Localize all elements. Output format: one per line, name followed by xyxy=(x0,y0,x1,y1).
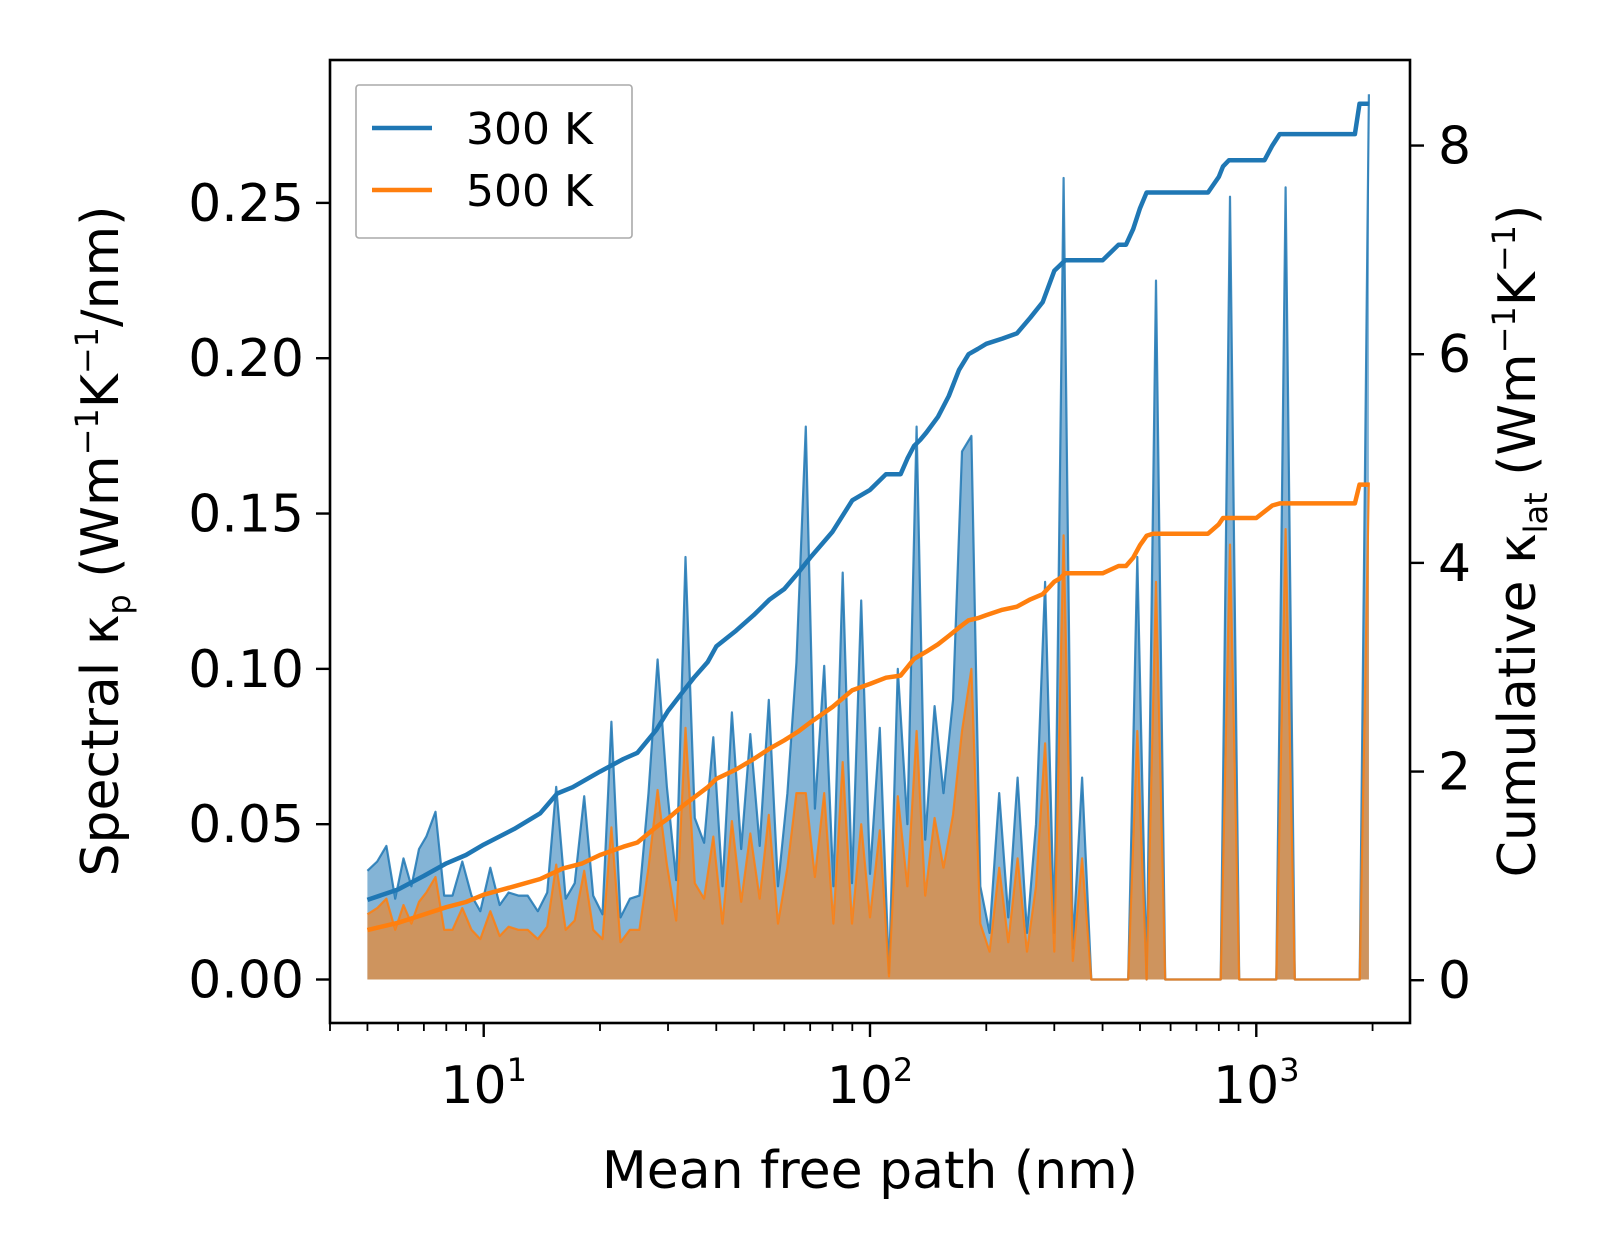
y-right-tick-label: 6 xyxy=(1438,325,1471,385)
x-tick-label: 103 xyxy=(1213,1051,1300,1116)
legend-label-500k: 500 K xyxy=(466,166,594,217)
x-axis-title: Mean free path (nm) xyxy=(602,1141,1138,1201)
y-left-tick-label: 0.00 xyxy=(188,951,304,1011)
y-axis-left-title: Spectral κp (Wm−1K−1/nm) xyxy=(68,206,138,877)
y-left-tick-label: 0.15 xyxy=(188,485,304,545)
y-right-tick-label: 2 xyxy=(1438,743,1471,803)
y-axis-right-title: Cumulative κlat (Wm−1K−1) xyxy=(1485,205,1555,878)
x-tick-label: 102 xyxy=(827,1051,914,1116)
y-right-tick-label: 0 xyxy=(1438,951,1471,1011)
cumulative-line-300-k xyxy=(366,101,1370,903)
x-tick-label: 101 xyxy=(440,1051,527,1116)
y-right-tick-label: 8 xyxy=(1438,117,1471,177)
y-left-tick-label: 0.05 xyxy=(188,795,304,855)
ticks-layer: 101 102 103 0.00 0.05 0.10 0.15 0.20 0.25 0 2 4 6 8 xyxy=(188,117,1471,1116)
y-right-tick-label: 4 xyxy=(1438,534,1471,594)
spectral-line-500-k-spectral xyxy=(366,482,1370,981)
y-left-tick-label: 0.25 xyxy=(188,174,304,234)
legend-label-300k: 300 K xyxy=(466,104,594,155)
spectral-area-300-k-spectral xyxy=(367,94,1369,980)
spectral-area-500-k-spectral xyxy=(367,482,1369,980)
series-layer xyxy=(366,94,1370,981)
legend-box xyxy=(355,84,633,239)
plot-frame xyxy=(328,58,1412,1025)
y-left-tick-label: 0.10 xyxy=(188,640,304,700)
y-left-tick-label: 0.20 xyxy=(188,329,304,389)
cumulative-line-500-k xyxy=(366,482,1370,933)
legend: 300 K 500 K xyxy=(355,84,633,239)
